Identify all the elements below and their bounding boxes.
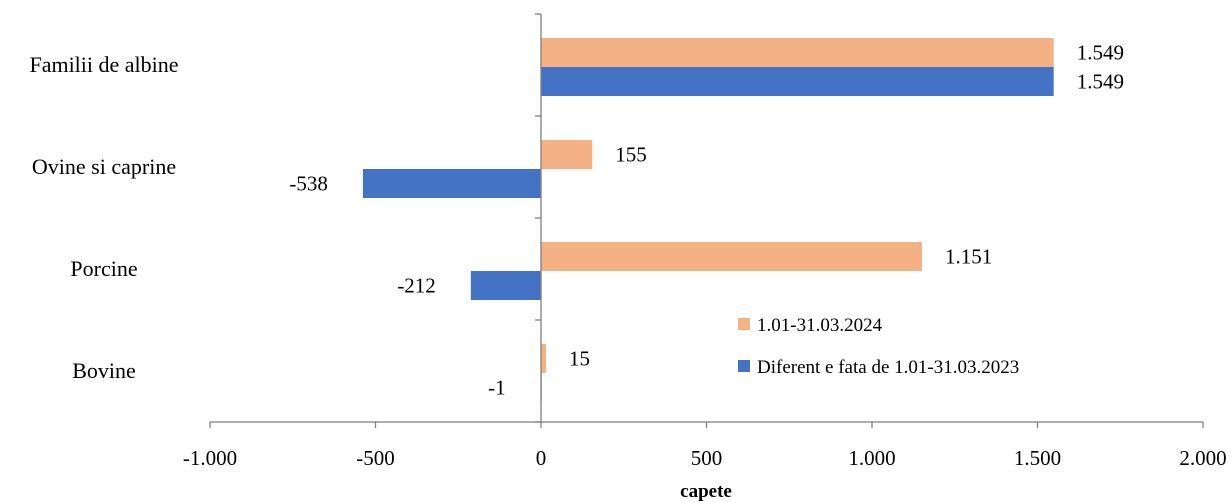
- x-tick-label: 2.000: [1179, 446, 1226, 470]
- bars-layer: [362, 38, 1054, 402]
- bar-ovine-si-caprine-series-1: [541, 140, 593, 169]
- x-ticks-layer: -1.000 -500 0 500 1.000 1.500 2.000: [183, 13, 1227, 470]
- x-tick-label: 0: [536, 446, 547, 470]
- category-label-ovine-si-caprine: Ovine si caprine: [32, 154, 176, 179]
- bar-bovine-series-1: [541, 344, 546, 373]
- bar-ovine-si-caprine-series-2: [362, 169, 541, 198]
- legend-label-2024: 1.01-31.03.2024: [757, 315, 883, 336]
- legend-swatch-diff: [738, 360, 750, 372]
- category-labels-layer: Familii de albine Ovine si caprine Porcine…: [29, 52, 178, 383]
- data-label-bovine-series-2: -1: [488, 376, 506, 400]
- category-label-bovine: Bovine: [72, 358, 136, 383]
- bar-familii-de-albine-series-2: [541, 67, 1054, 96]
- x-tick-label: 1.500: [1014, 446, 1061, 470]
- legend: 1.01-31.03.2024 Diferent e fata de 1.01-…: [738, 315, 1019, 378]
- data-label-ovine-si-caprine-series-1: 155: [615, 143, 647, 167]
- bar-porcine-series-2: [470, 271, 541, 300]
- legend-label-diff: Diferent e fata de 1.01-31.03.2023: [757, 357, 1019, 378]
- bar-familii-de-albine-series-1: [541, 38, 1054, 67]
- data-label-familii-de-albine-series-1: 1.549: [1077, 41, 1124, 65]
- category-label-familii-de-albine: Familii de albine: [29, 52, 178, 77]
- data-label-porcine-series-1: 1.151: [945, 245, 992, 269]
- data-labels-layer: 1.549 1.549 155 -538 1.151 -212 15 -1: [289, 41, 1124, 400]
- x-tick-label: 500: [691, 446, 723, 470]
- data-label-familii-de-albine-series-2: 1.549: [1077, 70, 1124, 94]
- x-tick-label: 1.000: [848, 446, 895, 470]
- category-label-porcine: Porcine: [70, 256, 137, 281]
- bar-porcine-series-1: [541, 242, 922, 271]
- data-label-bovine-series-1: 15: [569, 347, 590, 371]
- legend-swatch-2024: [738, 318, 750, 330]
- x-axis-title: capete: [680, 481, 732, 502]
- data-label-porcine-series-2: -212: [397, 274, 436, 298]
- data-label-ovine-si-caprine-series-2: -538: [289, 172, 328, 196]
- x-tick-label: -1.000: [183, 446, 237, 470]
- x-tick-label: -500: [356, 446, 395, 470]
